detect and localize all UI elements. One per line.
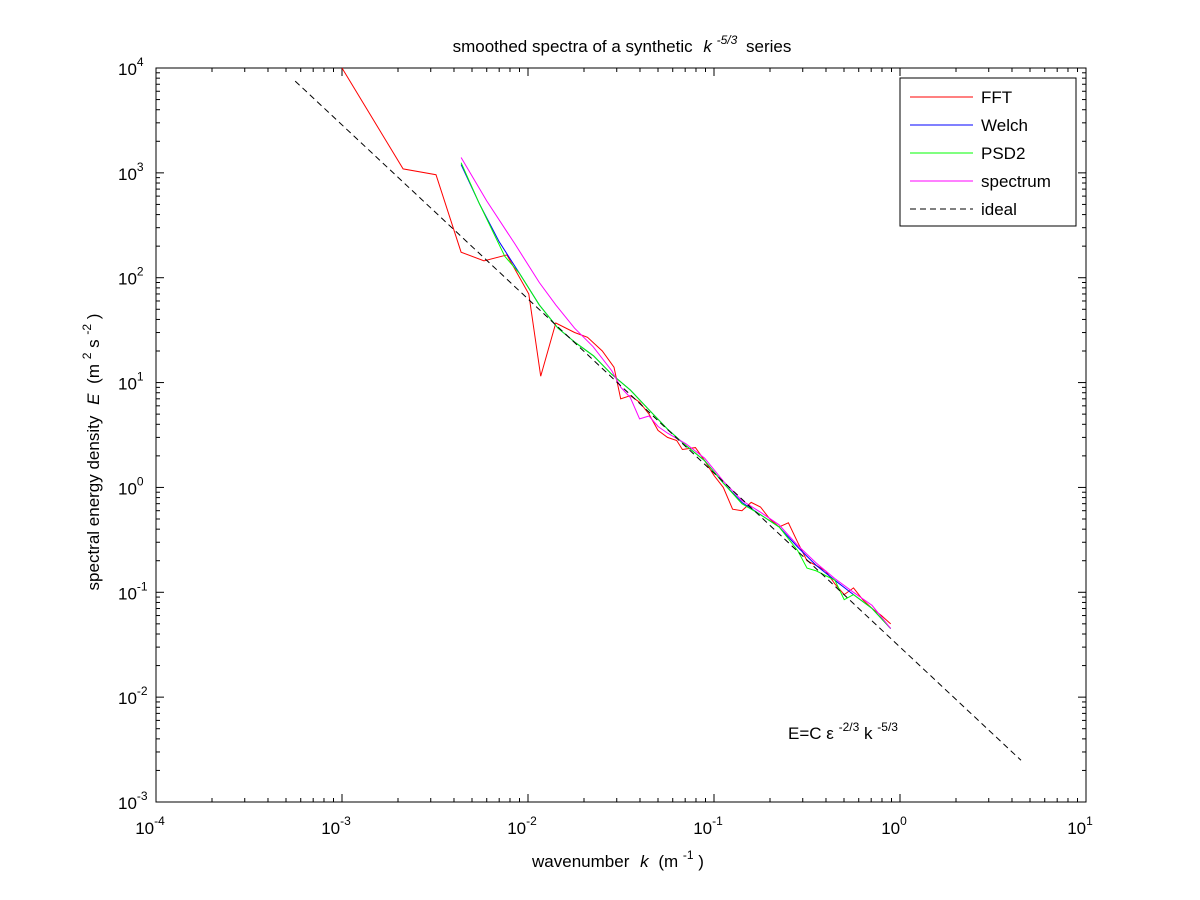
legend-label-spectrum: spectrum [981, 172, 1051, 191]
chart-title-suffix: series [746, 37, 791, 56]
chart-title-exponent: -5/3 [717, 33, 738, 47]
x-tick-label: 10-3 [321, 814, 351, 838]
x-tick-base: 10 [135, 819, 154, 838]
y-tick-exponent: -2 [137, 684, 148, 698]
y-axis-label-unit-s: s [84, 339, 103, 348]
y-axis-label-unit-exp: 2 [80, 352, 94, 359]
y-tick-base: 10 [118, 375, 137, 394]
y-axis-label-text: spectral energy density [84, 415, 103, 590]
y-tick-base: 10 [118, 794, 137, 813]
x-tick-label: 101 [1067, 814, 1093, 838]
y-tick-exponent: 0 [137, 474, 144, 488]
x-axis-label: wavenumber k (m -1 ) [531, 844, 704, 871]
chart-title-symbol: k [703, 37, 713, 56]
x-tick-label: 10-4 [135, 814, 165, 838]
x-tick-exponent: -4 [154, 814, 165, 828]
y-tick-exponent: 3 [137, 160, 144, 174]
y-tick-base: 10 [118, 165, 137, 184]
x-tick-exponent: -2 [526, 814, 537, 828]
y-tick-label: 100 [118, 474, 144, 498]
y-tick-exponent: -1 [137, 579, 148, 593]
x-tick-base: 10 [693, 819, 712, 838]
legend: FFT Welch PSD2 spectrum ideal [899, 77, 1077, 227]
chart-title: smoothed spectra of a synthetic k -5/3 s… [453, 29, 792, 56]
legend-label-psd2: PSD2 [981, 144, 1025, 163]
x-tick-label: 10-1 [693, 814, 723, 838]
series-line-ideal [294, 80, 1022, 761]
chart-title-text: smoothed spectra of a synthetic [453, 37, 694, 56]
y-tick-base: 10 [118, 584, 137, 603]
y-axis-label-unit-close: ) [84, 314, 103, 320]
x-tick-exponent: 0 [900, 814, 907, 828]
y-tick-label: 10-1 [118, 579, 148, 603]
y-tick-exponent: 2 [137, 265, 144, 279]
y-tick-exponent: 4 [137, 55, 144, 69]
x-tick-exponent: -1 [712, 814, 723, 828]
legend-label-fft: FFT [981, 88, 1012, 107]
y-tick-base: 10 [118, 479, 137, 498]
formula-k-exp: -5/3 [877, 720, 898, 734]
plot-area [155, 67, 1087, 803]
x-axis-label-symbol: k [640, 852, 650, 871]
x-axis-label-unit-close: ) [698, 852, 704, 871]
formula-k: k [864, 724, 873, 743]
series-line-spectrum [460, 157, 892, 629]
y-tick-base: 10 [118, 60, 137, 79]
x-tick-exponent: 1 [1086, 814, 1093, 828]
y-tick-base: 10 [118, 270, 137, 289]
formula-epsilon: ε [826, 724, 834, 743]
formula-prefix: E=C [788, 724, 822, 743]
x-tick-labels: 10-4 10-3 10-2 10-1 100 101 [135, 814, 1093, 838]
y-axis-label: spectral energy density E (m 2 s -2 ) [76, 314, 103, 591]
y-tick-label: 102 [118, 265, 144, 289]
y-tick-exponent: 1 [137, 370, 144, 384]
series-line-psd2 [460, 162, 892, 629]
y-tick-base: 10 [118, 689, 137, 708]
x-axis-label-unit: (m [658, 852, 678, 871]
y-tick-label: 103 [118, 160, 144, 184]
x-axis-label-unit-exp: -1 [683, 848, 694, 862]
x-axis-label-text: wavenumber [531, 852, 630, 871]
y-tick-label: 10-2 [118, 684, 148, 708]
x-tick-base: 10 [321, 819, 340, 838]
y-tick-label: 10-3 [118, 789, 148, 813]
x-tick-exponent: -3 [340, 814, 351, 828]
legend-label-ideal: ideal [981, 200, 1017, 219]
y-axis-label-unit-s-exp: -2 [80, 324, 94, 335]
y-axis-label-symbol: E [84, 393, 103, 405]
x-tick-base: 10 [507, 819, 526, 838]
formula-epsilon-exp: -2/3 [839, 720, 860, 734]
legend-box [899, 77, 1077, 227]
y-tick-label: 101 [118, 370, 144, 394]
formula-annotation: E=C ε -2/3 k -5/3 [788, 716, 898, 743]
x-tick-base: 10 [1067, 819, 1086, 838]
y-tick-exponent: -3 [137, 789, 148, 803]
series-layer [294, 67, 1022, 761]
x-tick-base: 10 [881, 819, 900, 838]
axis-ticks [155, 67, 1087, 803]
y-axis-label-unit: (m [84, 364, 103, 384]
x-tick-label: 10-2 [507, 814, 537, 838]
legend-label-welch: Welch [981, 116, 1028, 135]
y-tick-label: 104 [118, 55, 144, 79]
x-tick-label: 100 [881, 814, 907, 838]
